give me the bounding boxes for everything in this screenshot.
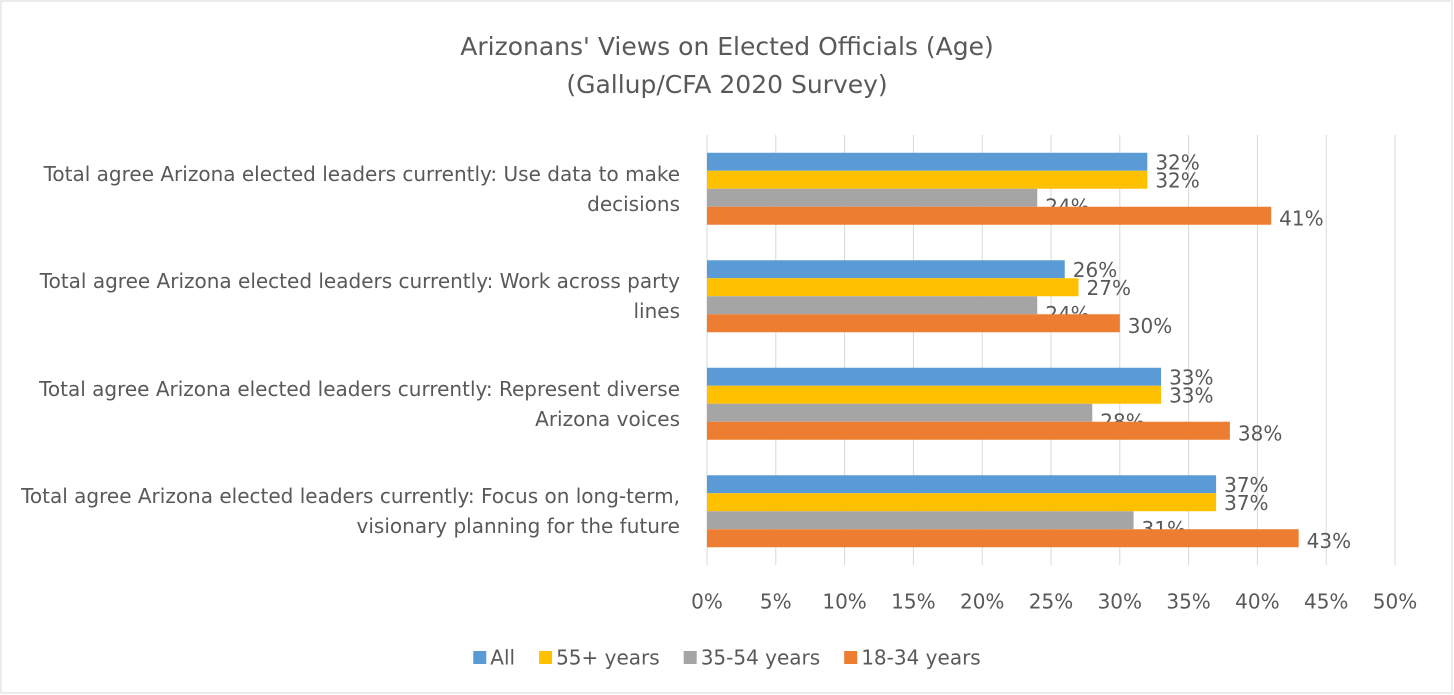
value-label: 33% — [1169, 383, 1213, 407]
x-tick-label: 25% — [1029, 590, 1073, 614]
x-tick-label: 45% — [1304, 590, 1348, 614]
x-tick-label: 0% — [691, 590, 723, 614]
bar — [707, 385, 1162, 404]
value-label: 30% — [1128, 314, 1172, 338]
x-tick-label: 15% — [891, 590, 935, 614]
value-label: 37% — [1224, 491, 1268, 515]
bar — [707, 260, 1065, 279]
bar — [707, 403, 1093, 422]
legend-swatch — [844, 651, 858, 664]
chart-title: Arizonans' Views on Elected Officials (A… — [460, 32, 993, 61]
category-label: Total agree Arizona elected leaders curr… — [39, 376, 680, 431]
bar — [707, 493, 1217, 512]
bar — [707, 188, 1038, 207]
bar — [707, 296, 1038, 315]
legend-swatch — [539, 651, 553, 664]
value-label: 41% — [1279, 206, 1323, 230]
value-label: 38% — [1238, 421, 1282, 445]
bar — [707, 367, 1162, 386]
category-label: Total agree Arizona elected leaders curr… — [21, 484, 680, 539]
bar — [707, 152, 1148, 171]
x-tick-label: 20% — [960, 590, 1004, 614]
legend-label: 18-34 years — [861, 646, 981, 670]
legend-label: 55+ years — [556, 646, 660, 670]
legend-swatch — [683, 651, 697, 664]
x-tick-label: 10% — [822, 590, 866, 614]
category-label: Total agree Arizona elected leaders curr… — [43, 161, 680, 216]
chart-subtitle: (Gallup/CFA 2020 Survey) — [566, 70, 887, 99]
bar — [707, 511, 1134, 530]
category-label: Total agree Arizona elected leaders curr… — [39, 269, 680, 324]
x-tick-label: 35% — [1166, 590, 1210, 614]
bar — [707, 170, 1148, 189]
value-label: 32% — [1155, 168, 1199, 192]
x-tick-label: 5% — [760, 590, 792, 614]
bar — [707, 529, 1299, 548]
bar — [707, 421, 1230, 440]
bar — [707, 206, 1272, 225]
bar — [707, 475, 1217, 494]
value-label: 33% — [1169, 365, 1213, 389]
value-label: 27% — [1087, 276, 1131, 300]
value-label: 32% — [1155, 150, 1199, 174]
value-label: 43% — [1307, 529, 1351, 553]
x-tick-label: 30% — [1098, 590, 1142, 614]
value-label: 37% — [1224, 473, 1268, 497]
legend-label: 35-54 years — [701, 646, 821, 670]
bar — [707, 278, 1079, 297]
value-label: 26% — [1073, 258, 1117, 282]
x-tick-label: 40% — [1235, 590, 1279, 614]
bar — [707, 314, 1120, 333]
x-tick-label: 50% — [1373, 590, 1417, 614]
legend-swatch — [473, 651, 487, 664]
legend-label: All — [490, 646, 515, 670]
